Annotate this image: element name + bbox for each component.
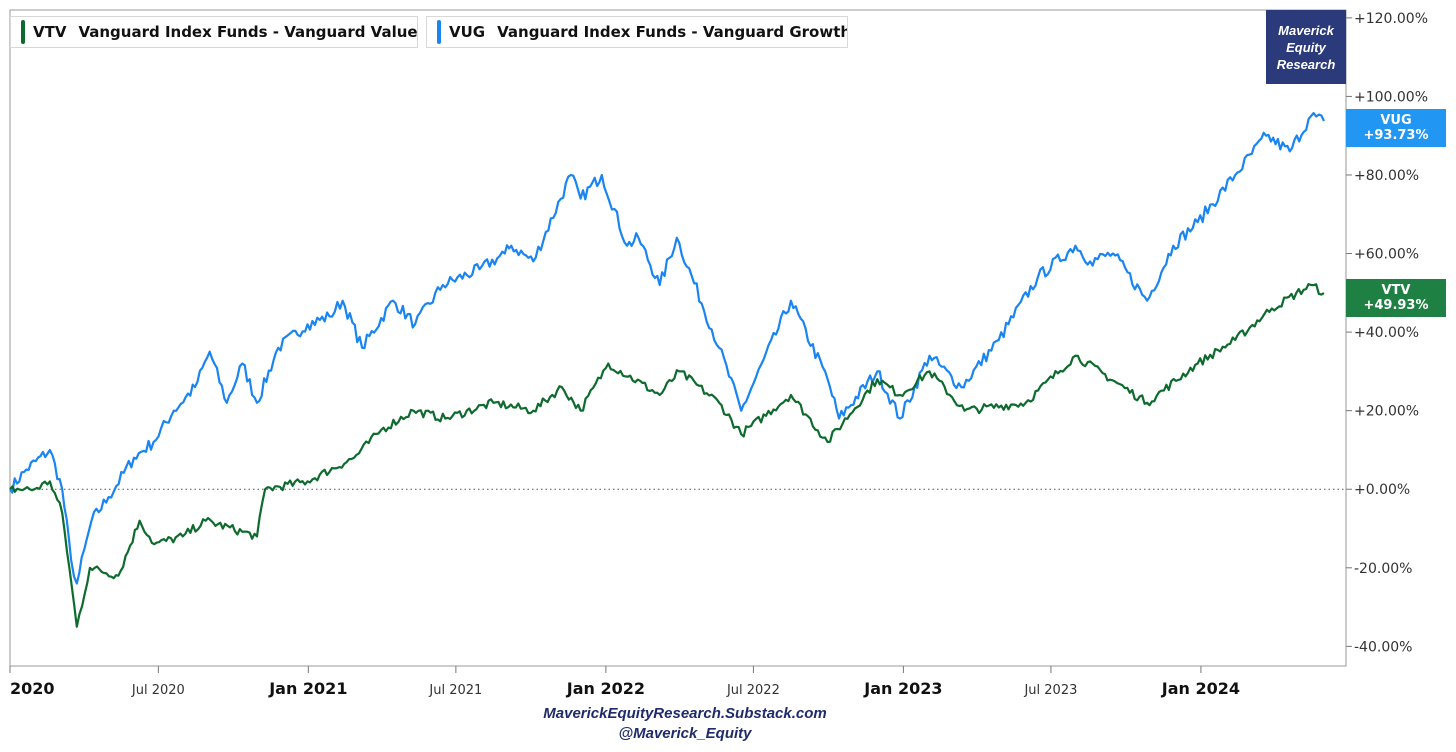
vug-badge-symbol: VUG (1380, 113, 1412, 128)
series-line-vtv (9, 283, 1325, 628)
legend-name-vug: Vanguard Index Funds - Vanguard Growth E… (497, 23, 848, 41)
maverick-logo: Maverick Equity Research (1266, 10, 1346, 84)
vug-value-badge: VUG +93.73% (1346, 109, 1446, 147)
x-tick-label: Jan 2024 (1161, 679, 1240, 698)
legend-swatch-vug (437, 20, 441, 44)
series-line-vug (9, 112, 1325, 585)
footer-twitter-handle[interactable]: @Maverick_Equity (618, 725, 752, 742)
x-axis: 2020 Jul 2020 Jan 2021 Jul 2021 Jan 2022 Jul … (9, 666, 1240, 698)
y-tick-label: +40.00% (1354, 325, 1419, 341)
footer-site-link[interactable]: MaverickEquityResearch.Substack.com (543, 705, 827, 722)
x-tick-label: Jul 2020 (131, 683, 185, 698)
vtv-value-badge: VTV +49.93% (1346, 279, 1446, 317)
vtv-badge-value: +49.93% (1363, 298, 1429, 313)
legend-name-vtv: Vanguard Index Funds - Vanguard Value E.… (78, 23, 418, 41)
series-layer (9, 112, 1325, 628)
x-tick-label: Jul 2021 (428, 683, 482, 698)
plot-border (9, 9, 1347, 667)
logo-line-2: Equity (1286, 39, 1326, 55)
vtv-badge-symbol: VTV (1381, 283, 1411, 298)
logo-line-3: Research (1276, 56, 1336, 72)
x-tick-label: Jan 2021 (268, 679, 347, 698)
y-tick-label: +0.00% (1354, 482, 1410, 498)
legend-symbol-vtv: VTV (33, 23, 67, 41)
x-tick-label: Jul 2022 (726, 683, 780, 698)
x-tick-label: 2020 (10, 679, 55, 698)
y-tick-label: -20.00% (1354, 561, 1412, 577)
legend-item-vtv[interactable]: VTV Vanguard Index Funds - Vanguard Valu… (10, 16, 418, 48)
vug-badge-value: +93.73% (1363, 128, 1429, 143)
logo-line-1: Maverick (1278, 22, 1334, 38)
y-tick-label: -40.00% (1354, 639, 1412, 655)
y-tick-label: +100.00% (1354, 89, 1428, 105)
y-axis: +120.00% +100.00% +80.00% +60.00% +40.00% +20… (1346, 11, 1428, 655)
x-tick-label: Jan 2022 (566, 679, 645, 698)
y-tick-label: +20.00% (1354, 404, 1419, 420)
legend-swatch-vtv (21, 20, 25, 44)
legend-symbol-vug: VUG (449, 23, 486, 41)
y-tick-label: +80.00% (1354, 168, 1419, 184)
x-tick-label: Jul 2023 (1023, 683, 1077, 698)
legend-item-vug[interactable]: VUG Vanguard Index Funds - Vanguard Grow… (426, 16, 848, 48)
x-tick-label: Jan 2023 (863, 679, 942, 698)
y-tick-label: +120.00% (1354, 11, 1428, 27)
y-tick-label: +60.00% (1354, 247, 1419, 263)
